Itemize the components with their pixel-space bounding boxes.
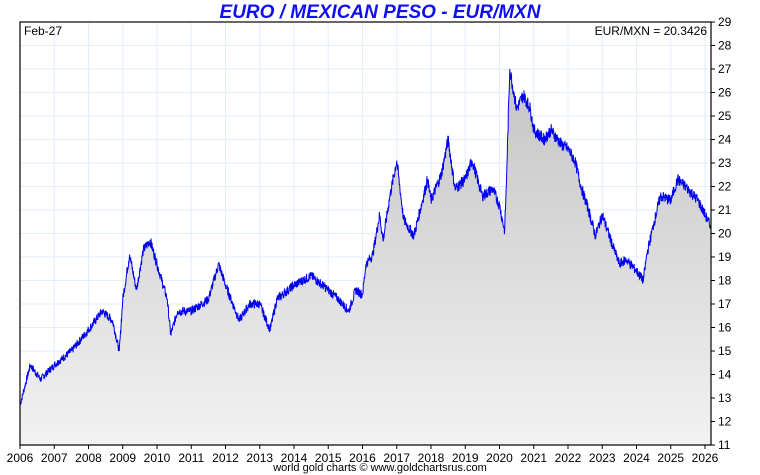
x-tick-label: 2016 — [349, 451, 376, 465]
y-tick-label: 22 — [718, 180, 732, 194]
chart-title: EURO / MEXICAN PESO - EUR/MXN — [219, 2, 541, 23]
y-tick-label: 12 — [718, 415, 732, 429]
series-area — [20, 69, 711, 445]
y-tick-label: 18 — [718, 274, 732, 288]
y-tick-label: 24 — [718, 133, 732, 147]
y-tick-label: 26 — [718, 86, 732, 100]
x-tick-label: 2011 — [178, 451, 204, 465]
x-tick-label: 2019 — [452, 451, 479, 465]
x-tick-label: 2012 — [212, 451, 239, 465]
y-tick-label: 15 — [718, 344, 732, 358]
y-tick-label: 11 — [718, 438, 731, 452]
x-tick-label: 2014 — [281, 451, 308, 465]
current-value-label: EUR/MXN = 20.3426 — [595, 24, 708, 38]
y-tick-label: 21 — [718, 203, 732, 217]
series-line — [19, 68, 711, 406]
y-tick-label: 17 — [718, 297, 732, 311]
y-tick-label: 14 — [718, 368, 732, 382]
y-tick-label: 13 — [718, 391, 732, 405]
x-tick-label: 2006 — [7, 451, 34, 465]
x-tick-label: 2009 — [109, 451, 136, 465]
x-tick-label: 2026 — [692, 451, 719, 465]
x-tick-label: 2024 — [623, 451, 650, 465]
x-tick-label: 2015 — [315, 451, 342, 465]
y-tick-label: 27 — [718, 62, 732, 76]
y-tick-label: 28 — [718, 39, 732, 53]
y-tick-label: 16 — [718, 321, 732, 335]
y-tick-label: 20 — [718, 227, 732, 241]
y-tick-label: 29 — [718, 15, 732, 29]
y-tick-label: 23 — [718, 156, 732, 170]
x-tick-label: 2017 — [383, 451, 410, 465]
x-tick-label: 2022 — [555, 451, 582, 465]
date-label: Feb-27 — [24, 24, 62, 38]
x-tick-label: 2021 — [520, 451, 547, 465]
y-tick-label: 25 — [718, 109, 732, 123]
y-tick-label: 19 — [718, 250, 732, 264]
x-tick-label: 2007 — [41, 451, 68, 465]
footer-credit: world gold charts © www.goldchartsrus.co… — [273, 462, 487, 474]
x-tick-label: 2023 — [589, 451, 616, 465]
x-tick-label: 2025 — [657, 451, 684, 465]
x-tick-label: 2020 — [486, 451, 513, 465]
x-tick-label: 2010 — [144, 451, 171, 465]
x-tick-label: 2008 — [75, 451, 102, 465]
x-tick-label: 2018 — [418, 451, 445, 465]
x-tick-label: 2013 — [246, 451, 273, 465]
